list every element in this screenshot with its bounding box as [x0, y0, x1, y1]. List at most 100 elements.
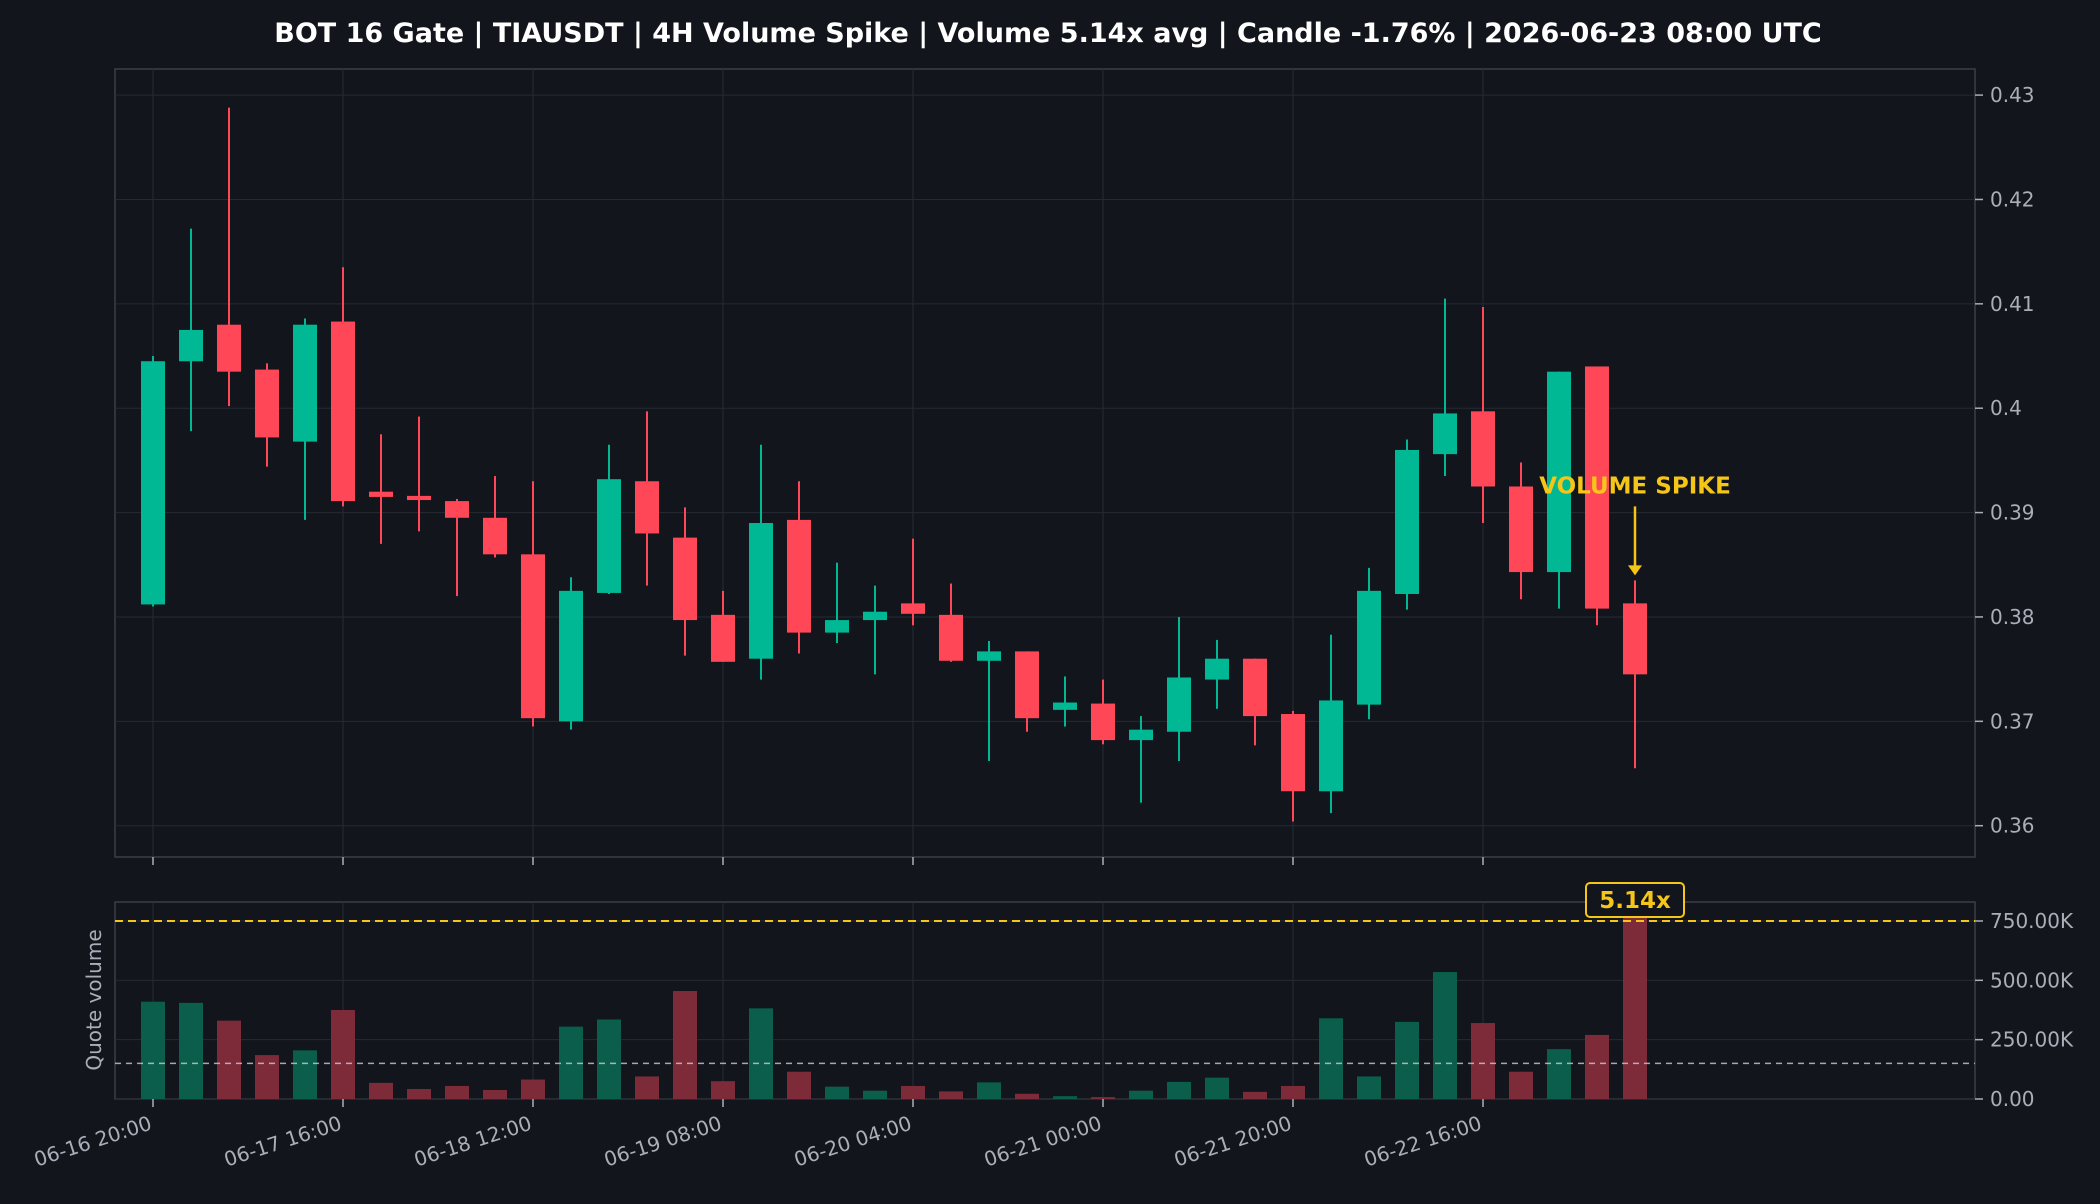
- candle-body: [1281, 714, 1305, 792]
- volume-bar: [863, 1090, 887, 1099]
- volume-tick-label: 750.00K: [1990, 909, 2074, 933]
- volume-bar: [825, 1086, 849, 1099]
- volume-ratio-badge: [1585, 882, 1685, 918]
- volume-bar: [369, 1082, 393, 1099]
- volume-bar: [1509, 1071, 1533, 1099]
- volume-bar: [407, 1089, 431, 1099]
- candle-body: [445, 501, 469, 518]
- candle-body: [1509, 486, 1533, 573]
- candle-body: [255, 369, 279, 438]
- candle-body: [939, 614, 963, 661]
- volume-bar: [1053, 1096, 1077, 1099]
- volume-bar: [711, 1081, 735, 1099]
- time-tick-label: 06-18 12:00: [411, 1111, 535, 1172]
- candle-body: [597, 479, 621, 593]
- volume-bar: [1585, 1034, 1609, 1099]
- volume-bar: [1167, 1081, 1191, 1099]
- candle-body: [977, 651, 1001, 661]
- time-tick-label: 06-16 20:00: [31, 1111, 155, 1172]
- volume-bar: [255, 1055, 279, 1099]
- price-tick-label: 0.36: [1990, 814, 2035, 838]
- candle-body: [1395, 449, 1419, 594]
- volume-bar: [1015, 1093, 1039, 1099]
- candle-body: [1547, 371, 1571, 573]
- volume-axis-label: Quote volume: [82, 929, 106, 1070]
- time-tick-label: 06-17 16:00: [221, 1111, 345, 1172]
- price-gridlines: [115, 69, 1975, 857]
- candle-body: [1623, 603, 1647, 675]
- volume-bar: [1129, 1090, 1153, 1099]
- volume-tick-label: 500.00K: [1990, 968, 2074, 992]
- volume-bar: [179, 1002, 203, 1099]
- price-tick-label: 0.39: [1990, 501, 2035, 525]
- candle-body: [1053, 702, 1077, 710]
- time-tick-label: 06-21 20:00: [1171, 1111, 1295, 1172]
- volume-bar: [1281, 1085, 1305, 1099]
- volume-tick-label: 250.00K: [1990, 1028, 2074, 1052]
- volume-gridlines: [115, 902, 1975, 1100]
- candle-body: [901, 603, 925, 614]
- time-tick-label: 06-20 04:00: [791, 1111, 915, 1172]
- candle-body: [711, 614, 735, 662]
- price-tick-label: 0.4: [1990, 396, 2022, 420]
- candle-body: [1585, 366, 1609, 609]
- volume-bar: [901, 1085, 925, 1099]
- candle-body: [1129, 729, 1153, 741]
- candle-body: [863, 611, 887, 621]
- candle-body: [1357, 590, 1381, 705]
- candle-body: [825, 620, 849, 633]
- volume-bar: [1623, 916, 1647, 1099]
- volume-bar: [293, 1050, 317, 1099]
- volume-bar: [673, 991, 697, 1099]
- candle-body: [217, 324, 241, 372]
- volume-bar: [483, 1089, 507, 1099]
- volume-bar: [521, 1079, 545, 1099]
- chart-title: BOT 16 Gate | TIAUSDT | 4H Volume Spike …: [274, 18, 1822, 49]
- annotations: VOLUME SPIKE 5.14x: [1539, 473, 1731, 918]
- candle-body: [1167, 677, 1191, 732]
- volume-reference-lines: [115, 919, 1975, 1065]
- volume-bar: [141, 1001, 165, 1099]
- price-tick-label: 0.37: [1990, 709, 2035, 733]
- candle-body: [1471, 411, 1495, 487]
- time-tick-label: 06-21 00:00: [981, 1111, 1105, 1172]
- price-tick-label: 0.41: [1990, 292, 2035, 316]
- volume-bar: [1471, 1023, 1495, 1099]
- candle-body: [293, 324, 317, 442]
- candle-body: [331, 321, 355, 502]
- candle-body: [483, 517, 507, 555]
- volume-panel-frame: [114, 901, 1976, 1100]
- volume-bar: [1091, 1097, 1115, 1099]
- candle-body: [369, 491, 393, 497]
- candle-body: [1015, 651, 1039, 719]
- candle-body: [559, 590, 583, 722]
- volume-spike-label: VOLUME SPIKE: [1539, 473, 1731, 499]
- candle-body: [1319, 700, 1343, 792]
- candle-body: [673, 537, 697, 621]
- volume-bar: [939, 1091, 963, 1099]
- volume-bar: [331, 1009, 355, 1099]
- arrow-down-icon: [1628, 565, 1642, 576]
- volume-axis: 0.00 250.00K 500.00K 750.00K: [1975, 909, 2074, 1111]
- volume-tick-label: 0.00: [1990, 1087, 2035, 1111]
- volume-ratio-badge-text: 5.14x: [1599, 888, 1671, 914]
- volume-bar: [1547, 1049, 1571, 1099]
- candle-body: [1433, 413, 1457, 455]
- volume-bar: [787, 1071, 811, 1099]
- price-panel-frame: [114, 68, 1976, 858]
- volume-bar: [635, 1076, 659, 1099]
- candle-body: [1091, 703, 1115, 741]
- candle-body: [141, 361, 165, 605]
- price-axis: 0.36 0.37 0.38 0.39 0.4 0.41 0.42 0.43: [1975, 83, 2035, 838]
- volume-bar: [977, 1082, 1001, 1099]
- candle-body: [179, 329, 203, 362]
- volume-bar: [217, 1020, 241, 1099]
- price-tick-label: 0.38: [1990, 605, 2035, 629]
- volume-bars: [141, 916, 1647, 1099]
- candle-body: [635, 481, 659, 534]
- candle-body: [1205, 658, 1229, 680]
- price-tick-label: 0.42: [1990, 187, 2035, 211]
- volume-bar: [1357, 1076, 1381, 1099]
